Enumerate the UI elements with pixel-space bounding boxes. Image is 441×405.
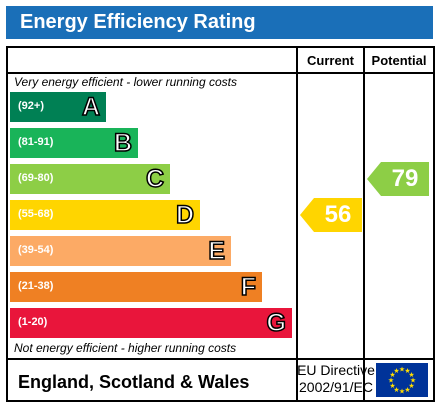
- potential-rating-value: 79: [391, 165, 419, 192]
- band-range-label: (1-20): [18, 316, 48, 328]
- band-a: (92+) A: [10, 92, 106, 122]
- bottom-note: Not energy efficient - higher running co…: [14, 341, 237, 355]
- band-e: (39-54) E: [10, 236, 231, 266]
- eu-star-icon: ★: [399, 366, 405, 374]
- rating-frame: Current Potential Very energy efficient …: [6, 46, 435, 402]
- chart-title: Energy Efficiency Rating: [20, 11, 256, 33]
- band-g: (1-20) G: [10, 308, 292, 338]
- eu-directive-line1: EU Directive: [297, 362, 375, 378]
- band-range-label: (69-80): [18, 172, 54, 184]
- eu-star-icon: ★: [389, 382, 395, 390]
- potential-rating-pointer: 79: [367, 162, 429, 201]
- eu-star-icon: ★: [393, 367, 399, 375]
- eu-star-icon: ★: [404, 367, 410, 375]
- band-range-label: (81-91): [18, 136, 54, 148]
- potential-column-divider: [363, 48, 365, 400]
- eu-star-icon: ★: [393, 386, 399, 394]
- eu-star-icon: ★: [389, 371, 395, 379]
- potential-header: Potential: [371, 53, 427, 68]
- current-rating-value: 56: [324, 201, 352, 228]
- top-note: Very energy efficient - lower running co…: [14, 75, 237, 89]
- eu-star-icon: ★: [408, 371, 414, 379]
- band-d: (55-68) D: [10, 200, 200, 230]
- band-letter: E: [208, 236, 226, 266]
- eu-star-icon: ★: [410, 377, 416, 385]
- potential-pointer-arrow: [367, 162, 429, 196]
- band-letter: D: [175, 200, 195, 230]
- band-range-label: (92+): [18, 100, 44, 112]
- current-pointer-arrow: [300, 198, 362, 232]
- eu-directive-line2: 2002/91/EC: [299, 379, 373, 395]
- header-divider: [8, 72, 433, 74]
- band-f: (21-38) F: [10, 272, 262, 302]
- current-column-divider: [296, 48, 298, 400]
- current-rating-pointer: 56: [300, 198, 362, 237]
- eu-star-icon: ★: [388, 377, 394, 385]
- eu-star-icon: ★: [399, 388, 405, 396]
- band-letter: F: [240, 272, 257, 302]
- title-bar: Energy Efficiency Rating: [6, 6, 433, 39]
- eu-directive: EU Directive 2002/91/EC: [296, 362, 376, 396]
- footer-divider: [8, 358, 433, 360]
- band-range-label: (55-68): [18, 208, 54, 220]
- band-letter: B: [113, 128, 133, 158]
- band-letter: G: [266, 308, 287, 338]
- country-label: England, Scotland & Wales: [18, 372, 250, 392]
- band-c: (69-80) C: [10, 164, 170, 194]
- eu-star-icon: ★: [408, 382, 414, 390]
- band-range-label: (39-54): [18, 244, 54, 256]
- eu-flag-icon: ★ ★★★★★★★★★★★: [376, 363, 428, 397]
- current-header: Current: [307, 53, 354, 68]
- eu-star-icon: ★: [404, 386, 410, 394]
- band-letter: A: [81, 92, 101, 122]
- band-letter: C: [145, 164, 165, 194]
- band-b: (81-91) B: [10, 128, 138, 158]
- band-range-label: (21-38): [18, 280, 54, 292]
